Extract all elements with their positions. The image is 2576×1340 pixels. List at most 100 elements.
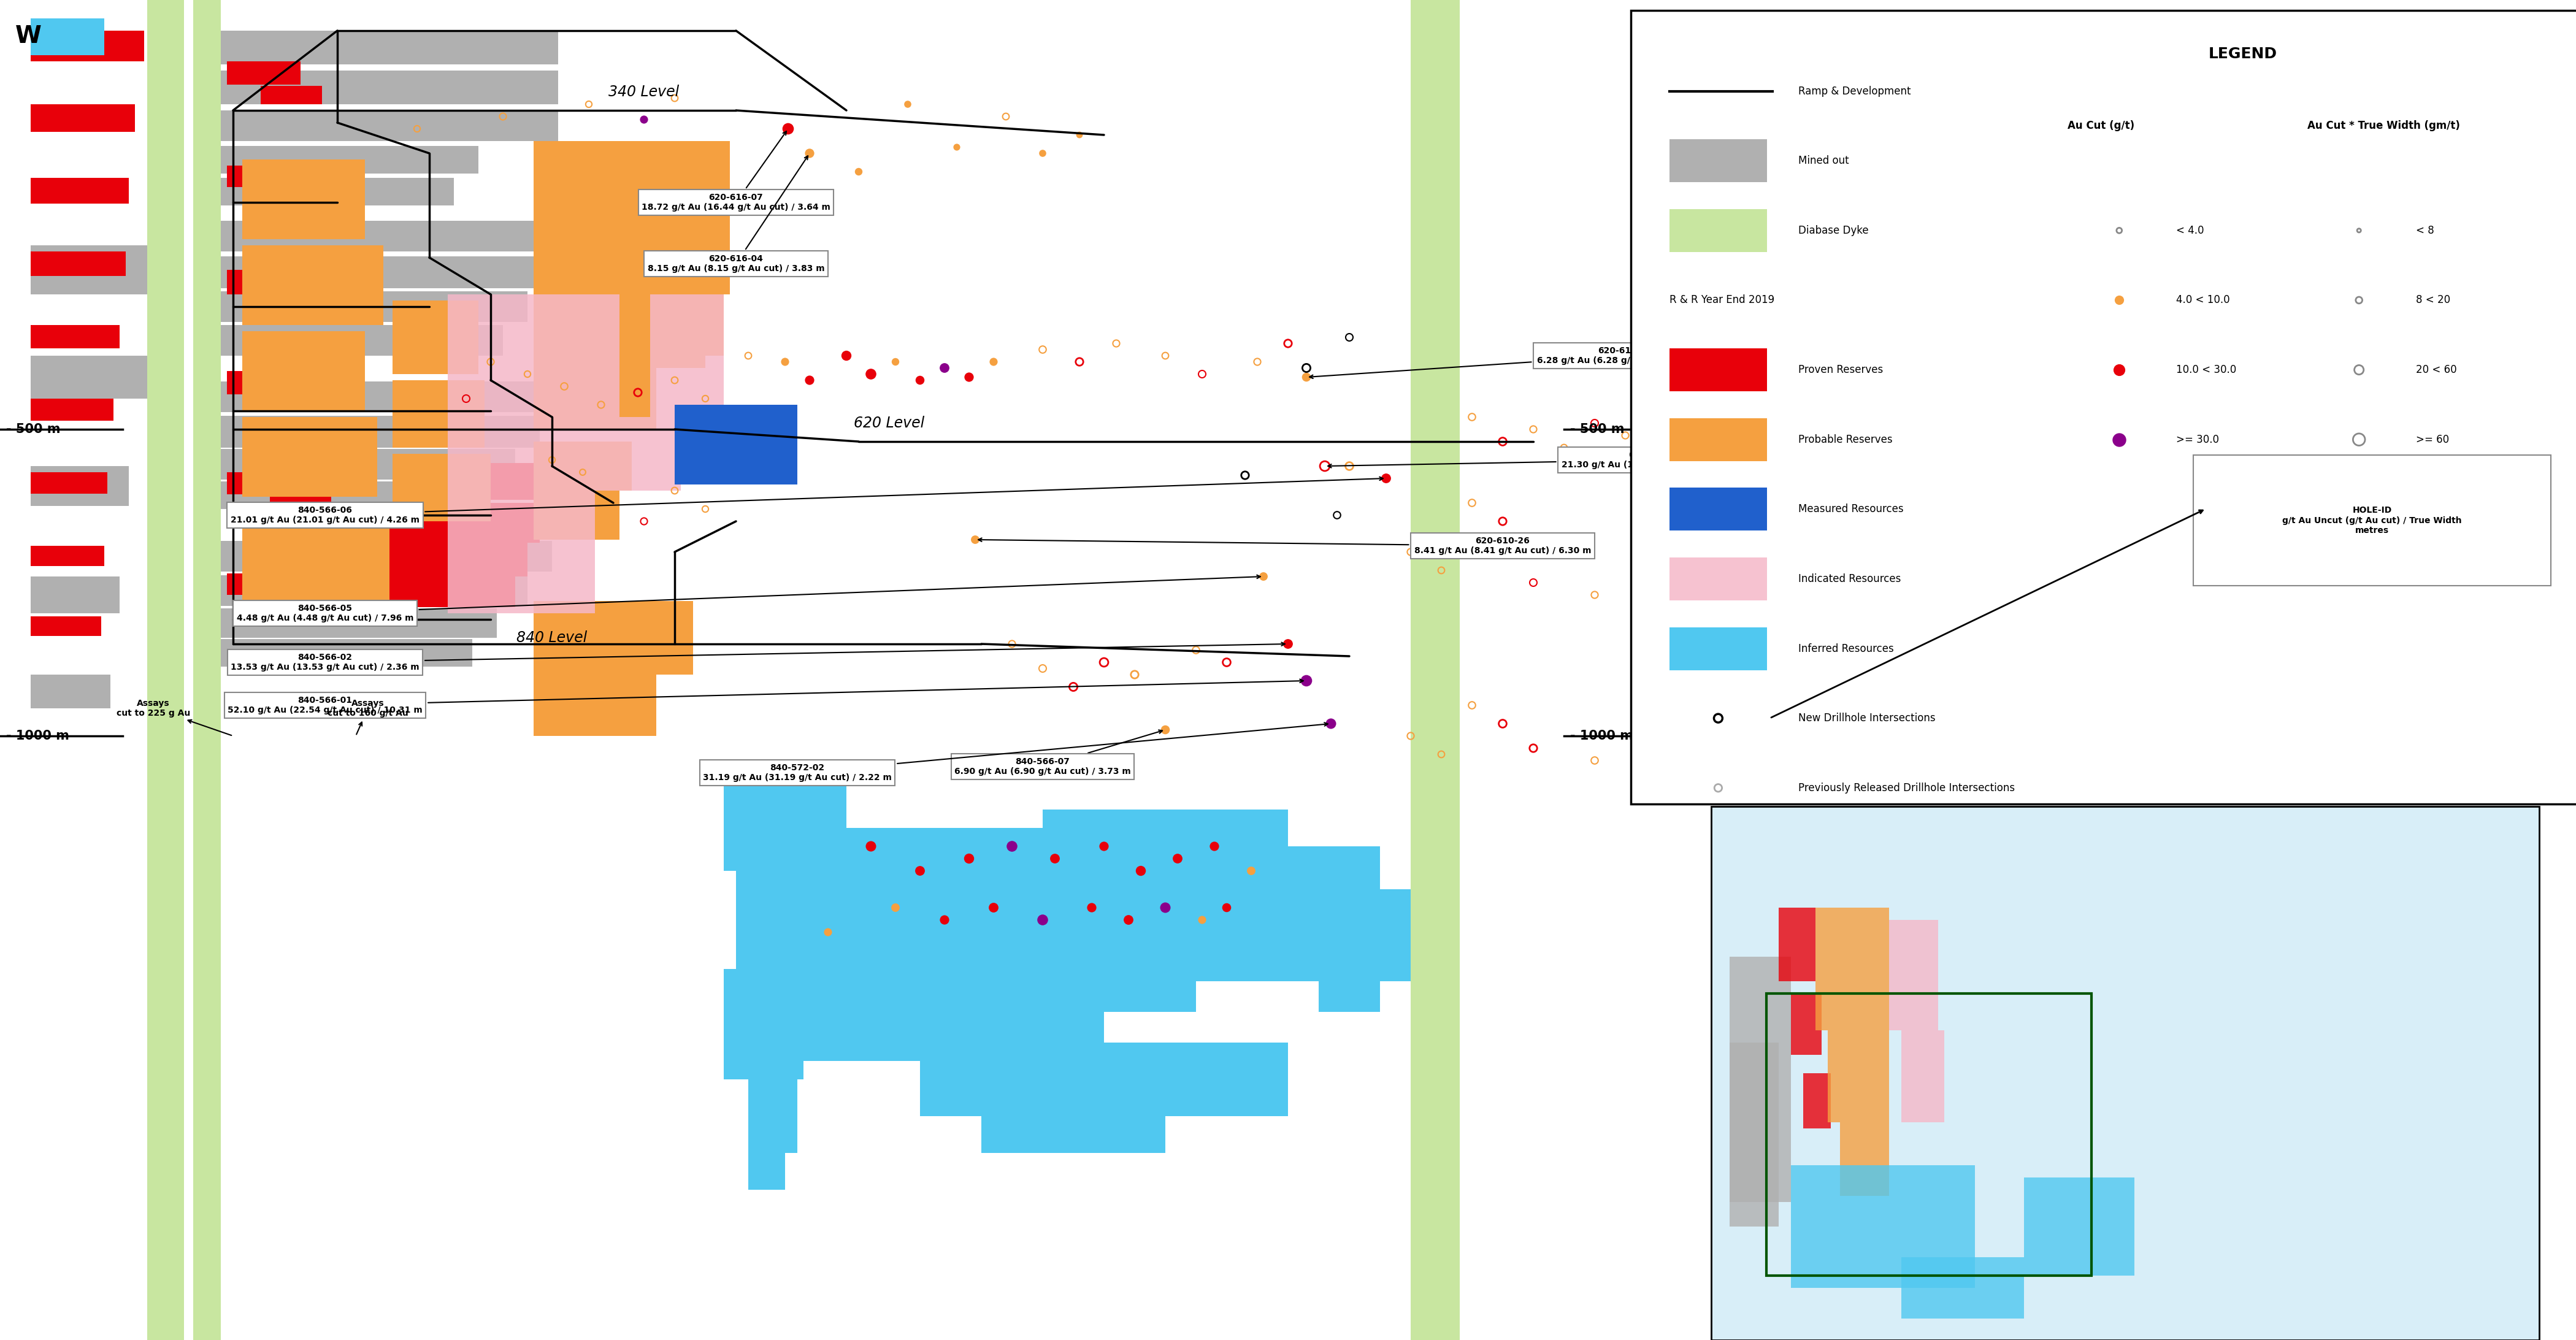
Bar (227, 371, 304, 394)
Bar (1790, 1166, 1976, 1288)
Bar (193, 0, 222, 1340)
Bar (222, 382, 564, 413)
Point (899, 860, 940, 882)
Bar (1829, 1030, 1888, 1123)
Bar (649, 295, 724, 417)
Point (935, 137, 976, 158)
Point (1422, 744, 1463, 765)
Text: HOLE-ID
g/t Au Uncut (g/t Au cut) / True Width
metres: HOLE-ID g/t Au Uncut (g/t Au cut) / True… (2282, 507, 2463, 535)
Bar (644, 295, 724, 355)
Point (1121, 860, 1162, 882)
Bar (392, 454, 489, 521)
Point (1311, 713, 1352, 734)
Text: LEGEND: LEGEND (2208, 47, 2277, 62)
Bar (368, 576, 515, 607)
Point (837, 161, 878, 182)
Point (1072, 896, 1113, 918)
Point (1206, 896, 1247, 918)
Bar (222, 71, 559, 105)
Point (1543, 437, 1584, 458)
Point (2099, 289, 2141, 311)
Bar (31, 19, 103, 55)
Text: Assays
cut to 160 g/t Au: Assays cut to 160 g/t Au (327, 699, 410, 734)
Text: 840-566-06
21.01 g/t Au (21.01 g/t Au cut) / 4.26 m: 840-566-06 21.01 g/t Au (21.01 g/t Au cu… (232, 477, 1383, 524)
Point (765, 351, 806, 373)
Bar (1669, 209, 1767, 252)
Point (531, 449, 572, 470)
Bar (368, 543, 528, 576)
Bar (227, 62, 301, 84)
Text: Previously Released Drillhole Intersections: Previously Released Drillhole Intersecti… (1798, 783, 2014, 793)
Text: 840-566-01
52.10 g/t Au (22.54 g/t Au cut) / 10.31 m: 840-566-01 52.10 g/t Au (22.54 g/t Au cu… (227, 679, 1303, 714)
Bar (1777, 907, 1816, 981)
Bar (747, 1152, 786, 1190)
Point (850, 836, 891, 858)
Point (1113, 663, 1154, 685)
Bar (1412, 0, 1461, 1340)
Point (1636, 415, 1677, 437)
Point (2339, 429, 2380, 450)
Bar (920, 1043, 1288, 1116)
Text: Diabase Dyke: Diabase Dyke (1798, 225, 1868, 236)
Point (469, 351, 510, 373)
Point (827, 344, 868, 366)
Point (1157, 848, 1198, 870)
Point (1036, 848, 1077, 870)
Bar (222, 31, 559, 64)
Bar (31, 31, 144, 62)
Bar (227, 166, 296, 188)
Point (1242, 565, 1283, 587)
Point (685, 387, 726, 409)
Point (1329, 327, 1370, 348)
Point (1084, 651, 1126, 673)
Bar (448, 295, 618, 490)
Point (925, 909, 966, 930)
Point (1450, 694, 1492, 716)
Point (1095, 332, 1136, 354)
Point (1365, 468, 1406, 489)
Bar (1816, 907, 1888, 1030)
Point (1303, 456, 1345, 477)
Bar (222, 110, 559, 141)
Bar (222, 415, 541, 448)
Bar (242, 331, 366, 411)
Bar (227, 472, 301, 494)
Bar (222, 639, 471, 666)
Point (482, 106, 523, 127)
Point (2099, 359, 2141, 381)
Bar (1288, 890, 1412, 981)
Text: < 8: < 8 (2416, 225, 2434, 236)
Bar (270, 493, 332, 509)
Point (1285, 670, 1327, 691)
Bar (533, 602, 693, 674)
Point (850, 363, 891, 385)
Point (1285, 358, 1327, 379)
Point (992, 836, 1033, 858)
Point (1636, 732, 1677, 753)
Bar (417, 464, 541, 500)
Bar (1839, 1123, 1888, 1195)
Point (1698, 777, 1739, 799)
Point (654, 370, 696, 391)
Point (876, 896, 917, 918)
Bar (147, 0, 183, 1340)
Text: 620-610-26
8.41 g/t Au (8.41 g/t Au cut) / 6.30 m: 620-610-26 8.41 g/t Au (8.41 g/t Au cut)… (979, 536, 1592, 555)
Bar (1728, 1043, 1777, 1226)
Bar (1710, 807, 2540, 1340)
Point (1023, 658, 1064, 679)
Point (1175, 639, 1216, 661)
Point (1512, 572, 1553, 594)
Point (397, 118, 438, 139)
Point (788, 370, 829, 391)
Bar (551, 350, 613, 375)
Bar (2025, 1178, 2136, 1276)
Bar (227, 574, 296, 595)
Text: Mined out: Mined out (1798, 155, 1850, 166)
Point (1054, 677, 1095, 698)
Point (685, 498, 726, 520)
Point (446, 387, 487, 409)
Point (1329, 456, 1370, 477)
Bar (1803, 1073, 1832, 1128)
Point (1450, 406, 1492, 427)
Point (2099, 429, 2141, 450)
